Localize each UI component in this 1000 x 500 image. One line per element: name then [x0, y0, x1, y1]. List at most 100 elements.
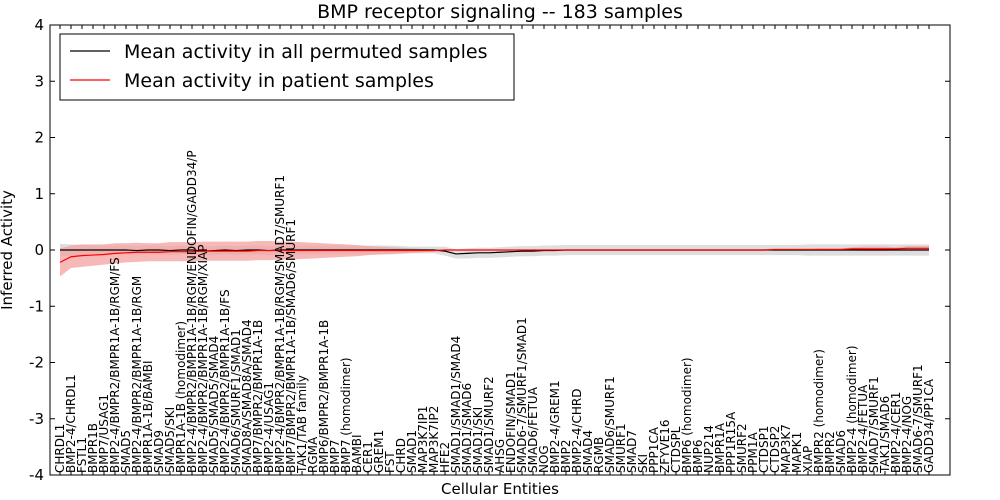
x-tick-label: SMAD9: [152, 430, 166, 473]
x-tick-label: BMP7: [328, 440, 342, 473]
x-axis-title: Cellular Entities: [441, 480, 559, 498]
x-tick-label: GREM1: [372, 430, 386, 473]
y-tick-label: 2: [34, 129, 44, 147]
x-tick-label: BMP2-4 (homodimer): [845, 345, 859, 473]
y-tick-label: -4: [29, 466, 44, 484]
y-axis-title: Inferred Activity: [0, 190, 16, 310]
x-tick-label: CHRD: [394, 438, 408, 473]
x-tick-label: BMP2-4/CER1: [889, 392, 903, 473]
x-tick-label: XIAP: [801, 446, 815, 473]
x-tick-label: BMPR1B: [86, 423, 100, 473]
x-tick-label: SMAD1/SMAD6: [460, 383, 474, 473]
x-tick-label: SKI: [636, 454, 650, 473]
x-tick-label: BMP6: [691, 440, 705, 473]
x-tick-label: BMP2-4/BMPR2/BMPR1A-1B/RGM: [130, 276, 144, 473]
x-tick-label: BMP2: [559, 440, 573, 473]
legend: Mean activity in all permuted samples Me…: [59, 33, 515, 101]
x-tick-label: BMP7/USAG1: [97, 394, 111, 473]
line-patient: [59, 247, 929, 263]
x-tick-label: PPP1CA: [647, 426, 661, 473]
x-tick-label: BMP2-4/BMPR2/BMPR1A-1B/RGM/XIAP: [196, 244, 210, 473]
x-tick-labels: CHRDL1BMP2-4/CHRDL1FSTL1BMPR1BBMP7/USAG1…: [53, 150, 936, 474]
x-tick-label: AHSG: [493, 439, 507, 473]
x-tick-label: BMP6 (homodimer): [680, 357, 694, 473]
x-tick-label: TAK1/TAB family: [295, 375, 309, 474]
legend-label-permuted: Mean activity in all permuted samples: [124, 41, 487, 63]
y-tick-label: -2: [29, 354, 44, 372]
x-tick-label: CHRDL1: [53, 424, 67, 473]
x-tick-label: PPM1A: [746, 432, 760, 473]
x-tick-label: SMAD5/SKI: [163, 407, 177, 473]
x-tick-label: SMAD5/SMAD5/SMAD4: [207, 336, 221, 473]
x-tick-label: SMAD1/SMAD1/SMAD4: [449, 336, 463, 473]
x-tick-label: BMPR2 (homodimer): [812, 349, 826, 473]
x-tick-label: BAMBI: [350, 434, 364, 473]
x-tick-label: CTDSP1: [757, 426, 771, 473]
x-tick-label: BMPR1A: [713, 422, 727, 473]
x-tick-label: SMAD7: [625, 430, 639, 473]
x-tick-label: HFE2: [438, 442, 452, 473]
x-tick-label: MAPK1: [790, 432, 804, 473]
legend-label-patient: Mean activity in patient samples: [124, 70, 434, 92]
x-tick-label: BMPR2: [823, 431, 837, 473]
x-tick-label: SMAD6/SMURF1: [603, 376, 617, 473]
y-tick-label: -3: [29, 410, 44, 428]
x-tick-label: MAP3K7: [779, 424, 793, 473]
x-tick-label: CER1: [361, 441, 375, 473]
series-lines: [59, 247, 929, 263]
x-tick-label: TAK1/SMAD6: [878, 396, 892, 474]
x-tick-label: SMAD6/SMURF1/SMAD1: [229, 329, 243, 473]
chart-title: BMP receptor signaling -- 183 samples: [317, 1, 683, 23]
x-tick-label: BMP2-4/NOG: [900, 396, 914, 473]
x-tick-label: NOG: [537, 445, 551, 473]
x-tick-label: SMURF2: [735, 423, 749, 473]
x-tick-label: BMP2-4/GREM1: [548, 380, 562, 473]
y-tick-label: -1: [29, 297, 44, 315]
x-tick-label: SMAD6/FETUA: [526, 386, 540, 473]
x-tick-label: ZFYVE16: [658, 419, 672, 473]
x-tick-label: RGMB: [592, 437, 606, 473]
x-tick-label: PPP1R15A: [724, 411, 738, 473]
x-tick-label: BMP2-4/BMPR2/BMPR1A-1B/RGM/ENDOFIN/GADD3…: [185, 150, 199, 473]
x-tick-label: SMAD4: [581, 430, 595, 473]
x-tick-label: BMP2-4/FETUA: [856, 384, 870, 473]
y-tick-label: 0: [34, 241, 44, 259]
x-tick-label: BMP2-4/BMPR2/BMPR1A-1B/RGM/SMAD7/SMURF1: [273, 175, 287, 473]
x-tick-label: BMP7/BMPR2/BMPR1A-1B/SMAD6/SMURF1: [284, 219, 298, 473]
x-tick-label: BMP7 (homodimer): [339, 357, 353, 473]
y-tick-label: 3: [34, 72, 44, 90]
x-tick-label: FST: [383, 451, 397, 473]
x-tick-label: SMAD6-7/SMURF1/SMAD1: [515, 317, 529, 473]
x-tick-label: SMAD5: [119, 430, 133, 473]
x-tick-label: SMAD1/SKI: [471, 407, 485, 473]
x-tick-label: MAP3K7IP1: [416, 406, 430, 473]
x-tick-label: SMAD6: [834, 430, 848, 473]
x-tick-label: BMP2-4/BMPR2/BMPR1A-1B/FS: [218, 289, 232, 473]
x-tick-label: FSTL1: [75, 437, 89, 473]
x-tick-label: CTDSPL: [669, 426, 683, 473]
x-tick-label: SMAD1/SMURF2: [482, 376, 496, 473]
x-tick-label: CTDSP2: [768, 426, 782, 473]
y-axis: -4 -3 -2 -1 0 1 2 3 4: [29, 16, 950, 484]
x-tick-label: BMPR1A-1B (homodimer): [174, 321, 188, 473]
x-axis: [59, 25, 930, 475]
x-tick-label: NUP214: [702, 425, 716, 473]
x-tick-label: SMAD7/SMURF1: [867, 376, 881, 473]
x-tick-label: SMAD1: [405, 430, 419, 473]
x-tick-label: BMP7/BMPR2/BMPR1A-1B: [251, 320, 265, 473]
x-tick-label: RGMA: [306, 436, 320, 473]
x-tick-label: ENDOFIN/SMAD1: [504, 371, 518, 473]
x-tick-label: SMAD6-7/SMURF1: [911, 364, 925, 473]
x-tick-label: MAP3K7IP2: [427, 406, 441, 473]
x-tick-label: BMP2-4/USAG1: [262, 382, 276, 473]
x-tick-label: BMPR1A-1B/BAMBI: [141, 360, 155, 473]
x-tick-label: BMP2-4/CHRD: [570, 389, 584, 473]
x-tick-label: BMP2-4/BMPR2/BMPR1A-1B/RGM/FS: [108, 257, 122, 473]
x-tick-label: BMP2-4/CHRDL1: [64, 374, 78, 473]
x-tick-label: SMAD8A/SMAD8A/SMAD4: [240, 319, 254, 473]
legend-box: [59, 33, 515, 101]
y-tick-label: 4: [34, 16, 44, 34]
x-tick-label: BMP6/BMPR2/BMPR1A-1B: [317, 320, 331, 473]
x-tick-label: SMURF1: [614, 423, 628, 473]
